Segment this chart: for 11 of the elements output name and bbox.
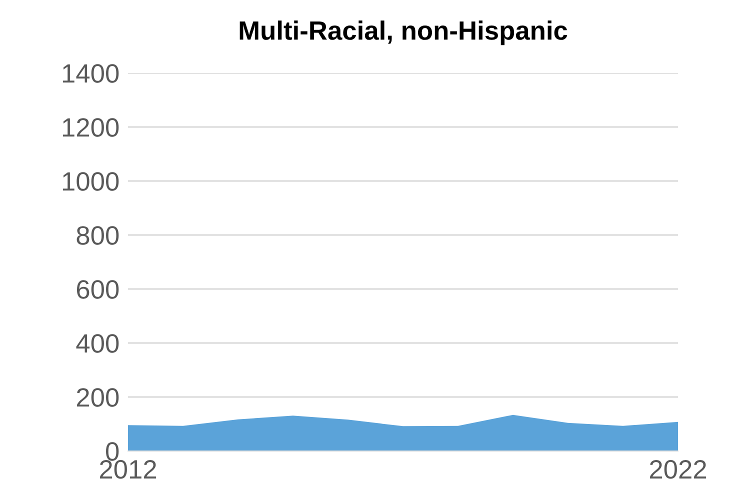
y-tick-label: 600 — [76, 280, 119, 299]
y-tick-label: 400 — [76, 334, 119, 353]
y-tick-label: 1000 — [62, 172, 119, 191]
y-tick-label: 1400 — [62, 64, 119, 83]
y-tick-label: 0 — [106, 442, 119, 461]
y-tick-label: 200 — [76, 388, 119, 407]
x-tick-label: 2012 — [100, 460, 156, 479]
y-tick-label: 1200 — [62, 118, 119, 137]
y-tick-label: 800 — [76, 226, 119, 245]
chart-title: Multi-Racial, non-Hispanic — [240, 20, 568, 46]
x-tick-label: 2022 — [650, 460, 706, 479]
